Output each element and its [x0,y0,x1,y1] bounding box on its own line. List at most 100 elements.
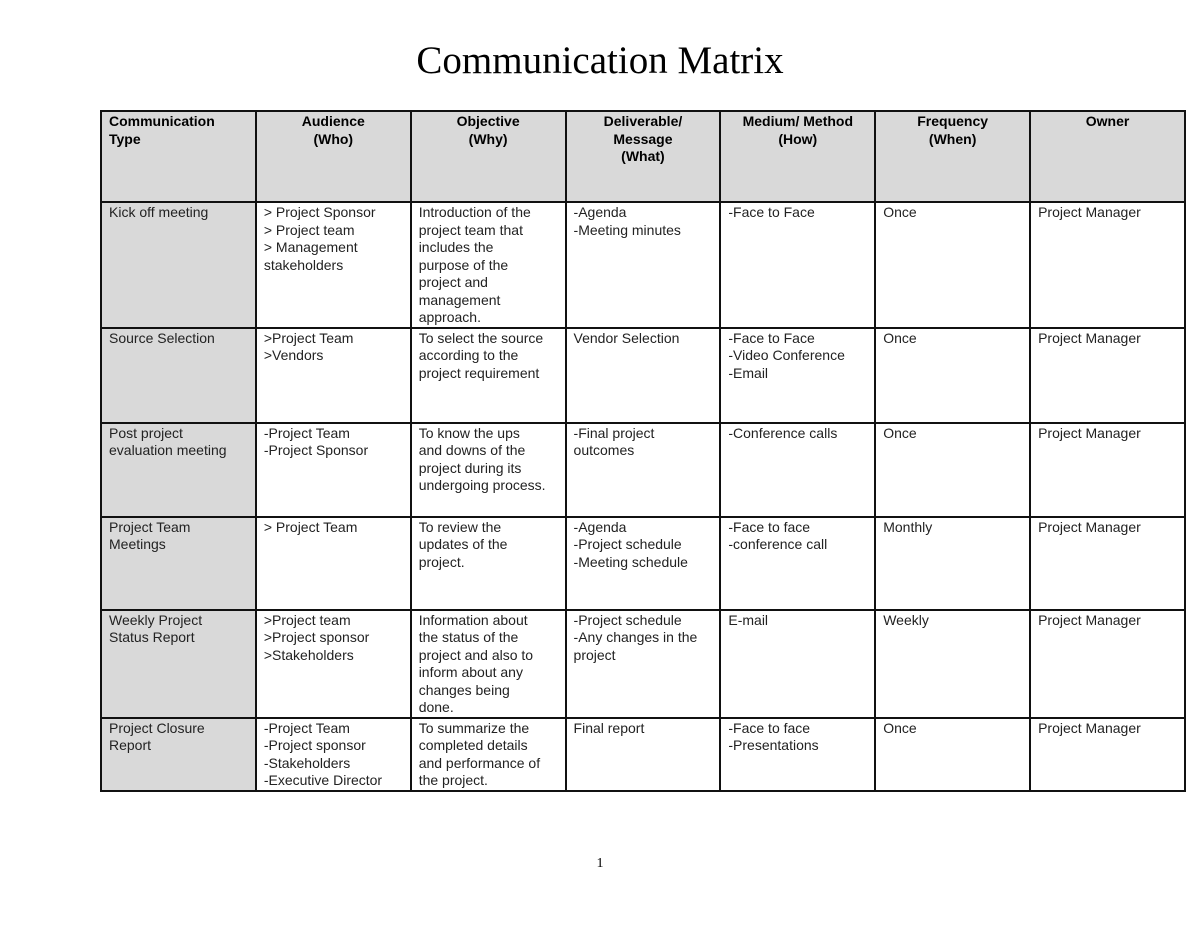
table-row: Kick off meeting > Project Sponsor > Proje… [100,201,1186,329]
cell-frequency: Monthly [874,515,1032,611]
cell-text: changes being [418,681,510,698]
cell-text: > Management [263,239,358,255]
cell-text: Once [883,329,917,346]
cell-text: project and also to [418,646,534,663]
communication-matrix-table: Communication Type Audience (Who) Objective(… [100,110,1186,792]
cell-text: undergoing process. [418,477,546,493]
cell-text: -Executive Director [263,772,383,788]
cell-text: -Project Team [263,719,350,736]
cell-frequency: Once [874,326,1032,424]
cell-text: stakeholders [263,256,344,273]
cell-text: >Project Team [263,329,354,346]
cell-text: E-mail [728,611,769,628]
cell-text: -Email [728,364,769,381]
cell-text: Post project [109,424,183,441]
cell-text: -Agenda [573,204,627,220]
header-text: Owner [1085,113,1130,129]
header-text: (How) [778,130,818,147]
cell-text: -Project Team [263,424,350,441]
header-text: Medium/ Method [742,113,854,129]
table-row: Weekly Project Status Report >Project team… [100,608,1186,719]
cell-communication-type: Project Closure Report [100,716,257,792]
cell-text: Project Manager [1038,204,1141,220]
cell-text: -Meeting minutes [573,221,681,238]
cell-text: Kick off meeting [109,204,209,220]
cell-text: -Meeting schedule [573,553,688,570]
cell-owner: Project Manager [1029,326,1186,424]
cell-text: Report [109,737,152,753]
cell-owner: Project Manager [1029,515,1186,611]
cell-text: -Final project [573,424,655,441]
cell-objective: Information about the status of the projec… [409,608,567,719]
cell-deliverable: -Project schedule -Any changes in the proj… [564,608,722,719]
cell-text: -Face to face [728,719,811,736]
cell-text: project team that [418,221,523,238]
cell-text: Project Manager [1038,424,1141,441]
cell-text: -conference call [728,536,828,552]
cell-text: >Stakeholders [263,646,354,663]
cell-text: project during its [418,459,522,476]
cell-text: Project Closure [109,719,205,736]
cell-text: completed details [418,737,528,753]
cell-text: -Project schedule [573,536,682,552]
cell-text: Source Selection [109,329,215,346]
cell-text: Information about [418,611,528,628]
cell-frequency: Once [874,201,1032,329]
cell-audience: > Project Team [254,515,412,611]
cell-text: To summarize the [418,719,530,736]
cell-frequency: Once [874,716,1032,792]
cell-audience: >Project team >Project sponsor >Stakeholde… [254,608,412,719]
cell-text: -Project schedule [573,611,682,628]
cell-text: Once [883,424,917,441]
header-owner: Owner [1029,110,1186,203]
cell-text: To review the [418,518,502,535]
cell-communication-type: Weekly Project Status Report [100,608,257,719]
table-row: Project Closure Report -Project Team -Proje… [100,716,1186,792]
cell-text: To select the source [418,329,544,346]
cell-text: evaluation meeting [109,442,227,458]
cell-audience: -Project Team -Project sponsor -Stakeholde… [254,716,412,792]
cell-text: Monthly [883,518,933,535]
cell-text: -Face to Face [728,329,815,346]
cell-text: Weekly Project [109,611,203,628]
header-text: Audience [301,113,365,129]
cell-text: project [573,646,616,663]
cell-text: To know the ups [418,424,520,441]
cell-objective: To review the updates of the project. [409,515,567,611]
cell-text: -Any changes in the [573,629,698,645]
header-text: Objective [456,113,520,129]
header-text: (Who) [313,130,354,147]
header-frequency: Frequency (When) [874,110,1032,203]
cell-deliverable: Vendor Selection [564,326,722,424]
page-number: 1 [596,856,604,871]
cell-communication-type: Source Selection [100,326,257,424]
header-text: Message [613,130,673,147]
header-text: Type [109,130,141,147]
cell-text: updates of the [418,536,508,552]
header-deliverable: Deliverable/Message (What) [564,110,722,203]
cell-text: -Project Sponsor [263,442,369,458]
cell-text: -Presentations [728,737,819,753]
header-medium: Medium/ Method (How) [719,110,877,203]
cell-text: outcomes [573,442,635,458]
cell-text: > Project Sponsor [263,204,376,220]
cell-medium: -Conference calls [719,421,877,518]
cell-text: inform about any [418,664,523,680]
cell-text: -Conference calls [728,424,838,441]
cell-text: -Agenda [573,518,627,535]
cell-text: purpose of the [418,256,509,273]
cell-audience: >Project Team >Vendors [254,326,412,424]
cell-text: done. [418,699,454,715]
header-text: Frequency [917,113,989,129]
table-row: Project Team Meetings > Project Team To rev… [100,515,1186,611]
cell-communication-type: Post project evaluation meeting [100,421,257,518]
cell-text: > Project Team [263,518,358,535]
cell-text: >Vendors [263,347,324,363]
cell-frequency: Once [874,421,1032,518]
header-text: (Why) [468,130,508,147]
cell-text: > Project team [263,221,355,238]
cell-text: project and [418,274,488,290]
header-text: Deliverable/ [603,113,683,129]
cell-text: Project Team [109,518,191,535]
table-row: Source Selection >Project Team >Vendors To … [100,326,1186,424]
